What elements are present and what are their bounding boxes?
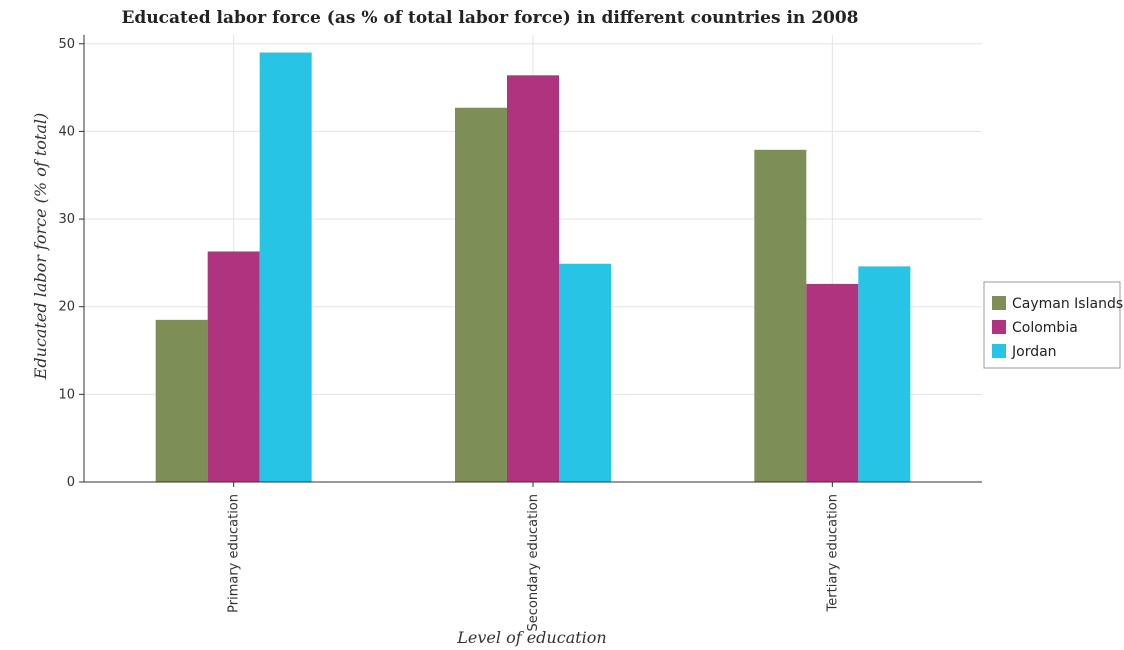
y-tick-label: 30 [58, 212, 75, 227]
bar-cayman-islands-2 [455, 107, 507, 482]
bar-jordan-2 [559, 263, 611, 482]
bar-cayman-islands-1 [155, 319, 208, 482]
bar-colombia-3 [806, 283, 859, 482]
y-tick-label: 20 [58, 300, 75, 315]
legend-label: Cayman Islands [1012, 296, 1123, 312]
legend-box [983, 281, 1121, 369]
x-axis-title: Level of education [456, 628, 606, 647]
y-tick-label: 10 [58, 387, 75, 402]
bar-jordan-3 [858, 266, 911, 482]
legend: Cayman Islands Colombia Jordan [983, 281, 1123, 369]
x-tick-label: Primary education [227, 494, 242, 613]
legend-swatch [992, 296, 1006, 310]
x-tick-label: Secondary education [526, 494, 541, 631]
axes: 0 10 20 30 40 50 Primary education Secondary ed… [58, 35, 982, 631]
bar-colombia-1 [207, 251, 260, 482]
chart-title: Educated labor force (as % of total labo… [121, 8, 859, 28]
legend-label: Colombia [1012, 320, 1078, 336]
bar-jordan-1 [259, 52, 312, 482]
x-tick-label: Tertiary education [825, 494, 840, 612]
legend-swatch [992, 320, 1006, 334]
bar-cayman-islands-3 [754, 149, 807, 483]
y-axis-title: Educated labor force (% of total) [31, 113, 50, 381]
legend-swatch [992, 344, 1006, 358]
bars [155, 52, 911, 483]
y-tick-label: 50 [58, 37, 75, 52]
y-tick-label: 40 [58, 124, 75, 139]
bar-colombia-2 [507, 75, 559, 482]
legend-label: Jordan [1011, 344, 1057, 360]
y-tick-label: 0 [67, 475, 75, 490]
